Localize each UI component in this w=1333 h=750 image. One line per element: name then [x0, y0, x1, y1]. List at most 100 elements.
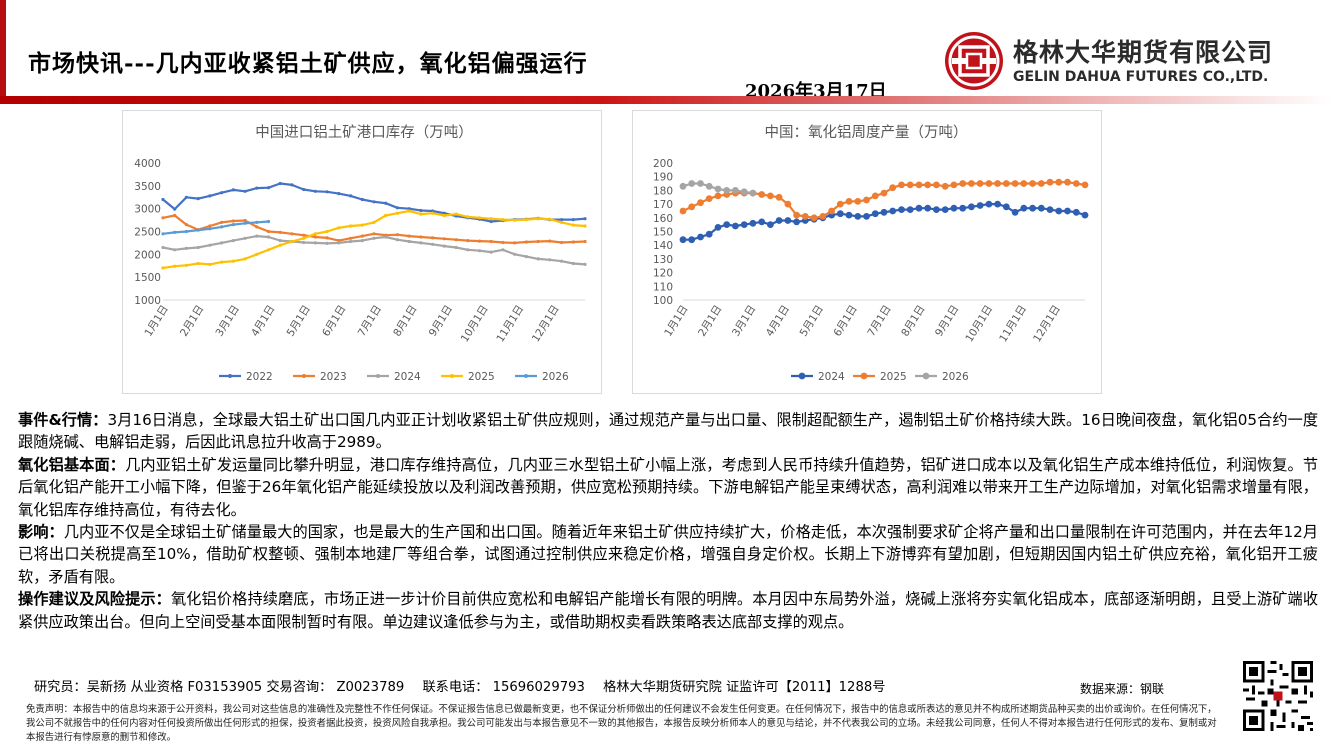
data-point — [489, 217, 493, 221]
x-tick-label: 5月1日 — [285, 303, 313, 339]
data-point — [407, 234, 411, 238]
data-point — [560, 240, 564, 245]
data-point — [337, 239, 341, 243]
data-point — [524, 255, 528, 259]
x-tick-label: 6月1日 — [831, 303, 859, 339]
data-point — [906, 181, 914, 189]
data-point — [880, 189, 888, 197]
data-point — [173, 264, 177, 268]
data-point — [231, 188, 235, 192]
x-tick-label: 5月1日 — [798, 303, 826, 339]
data-point — [889, 184, 897, 192]
legend-label-2025: 2025 — [880, 371, 907, 383]
data-point — [889, 207, 897, 215]
data-point — [477, 249, 482, 253]
data-point — [454, 212, 458, 216]
company-name-en: GELIN DAHUA FUTURES CO.,LTD. — [1013, 69, 1269, 85]
data-point — [583, 239, 587, 244]
x-tick-label: 8月1日 — [899, 303, 927, 339]
data-point — [933, 181, 940, 189]
x-tick-label: 11月1日 — [494, 303, 526, 344]
section-fundamentals: 氧化铝基本面：几内亚铝土矿发运量同比攀升明显，港口库存维持高位，几内亚三水型铝土… — [18, 454, 1318, 521]
series-2024 — [161, 234, 587, 266]
data-point — [571, 218, 575, 222]
data-point — [208, 227, 212, 231]
data-point — [1055, 207, 1063, 215]
data-point — [337, 241, 341, 245]
data-point — [372, 200, 376, 204]
data-point — [278, 230, 282, 234]
y-tick-label: 3000 — [134, 204, 161, 216]
data-point — [871, 210, 879, 218]
y-tick-label: 1000 — [134, 295, 161, 307]
data-point — [349, 224, 353, 228]
data-point — [337, 192, 341, 196]
data-point — [732, 222, 739, 230]
data-point — [854, 198, 862, 205]
data-point — [466, 215, 470, 219]
series-line-2026 — [162, 220, 269, 235]
legend-label-2024: 2024 — [394, 371, 421, 383]
data-point — [524, 218, 528, 222]
alumina-output-chart: 中国：氧化铝周度产量（万吨） 200 190 180 170 160 150 140 130 12… — [632, 110, 1102, 394]
page-title: 市场快讯---几内亚收紧铝土矿供应，氧化铝偏强运行 — [28, 50, 588, 77]
data-point — [898, 181, 905, 189]
data-point — [1081, 181, 1089, 189]
series-2022 — [161, 181, 587, 224]
data-point — [161, 266, 165, 270]
data-point — [513, 241, 517, 245]
data-point — [489, 219, 493, 224]
data-point — [407, 239, 411, 244]
data-point — [740, 221, 748, 228]
data-point — [767, 221, 774, 228]
x-tick-label: 2月1日 — [696, 303, 724, 339]
data-point — [266, 219, 271, 224]
data-point — [278, 181, 282, 186]
data-point — [255, 186, 259, 190]
x-tick-label: 7月1日 — [865, 303, 893, 339]
phone-info: 联系电话： 15696029793 — [422, 680, 585, 695]
x-tick-label: 9月1日 — [427, 303, 455, 339]
qr-code-icon[interactable] — [1240, 658, 1316, 734]
data-point — [243, 221, 247, 225]
data-point — [793, 218, 800, 226]
data-point — [723, 187, 731, 194]
y-tick-label: 180 — [653, 185, 673, 197]
data-point — [697, 180, 704, 187]
x-tick-label: 11月1日 — [997, 303, 1029, 344]
legend-label-2024: 2024 — [818, 371, 845, 383]
data-point — [1011, 180, 1019, 187]
data-point — [220, 225, 224, 229]
data-point — [705, 195, 713, 202]
data-point — [419, 241, 423, 245]
left-accent-bar — [0, 0, 6, 104]
x-tick-label: 10月1日 — [963, 303, 995, 344]
report-body: 事件&行情：3月16日消息，全球最大铝土矿出口国几内亚正计划收紧铝土矿供应规则，… — [18, 409, 1318, 633]
data-point — [184, 246, 188, 250]
legend-marker-2022 — [228, 374, 232, 378]
data-point — [1064, 207, 1071, 215]
data-point — [714, 192, 722, 200]
data-point — [828, 207, 835, 215]
data-point — [976, 202, 984, 209]
bauxite-inventory-chart-svg: 中国进口铝土矿港口库存（万吨） 4000 3500 3000 2500 2000 1500 1… — [134, 124, 587, 383]
data-point — [959, 204, 967, 212]
data-point — [994, 180, 1001, 187]
data-point — [161, 245, 165, 250]
legend-label-2025: 2025 — [468, 371, 495, 383]
x-tick-label: 10月1日 — [459, 303, 491, 344]
data-point — [442, 237, 446, 241]
x-tick-label: 1月1日 — [662, 303, 690, 339]
legend-label-2022: 2022 — [246, 371, 273, 383]
chart-title: 中国：氧化铝周度产量（万吨） — [765, 124, 968, 141]
data-point — [442, 213, 446, 218]
data-point — [313, 235, 317, 239]
data-point — [489, 239, 493, 244]
data-point — [454, 238, 458, 242]
data-point — [793, 211, 800, 219]
header-band — [0, 96, 1333, 104]
data-point — [431, 242, 435, 246]
data-point — [705, 182, 713, 190]
x-tick-label: 8月1日 — [391, 303, 419, 339]
data-point — [255, 234, 259, 238]
